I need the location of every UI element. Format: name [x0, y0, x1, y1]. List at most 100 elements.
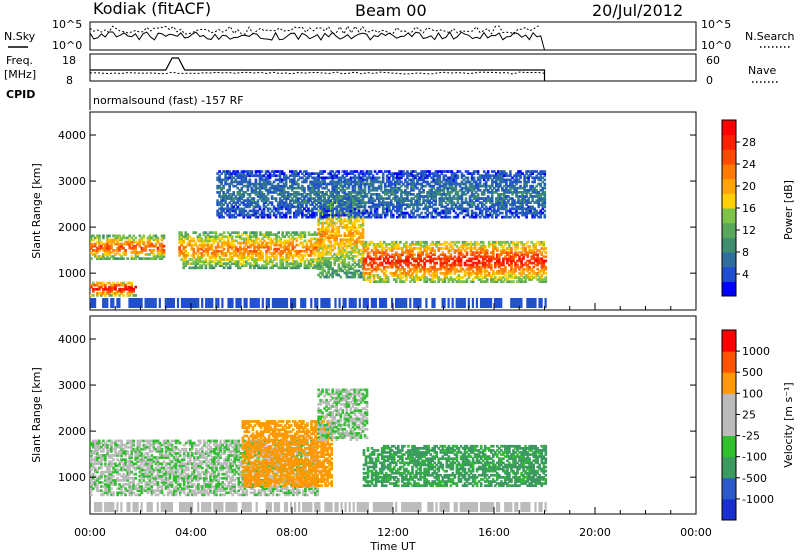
- echo-cell: [367, 186, 371, 190]
- echo-cell: [307, 245, 311, 249]
- echo-cell: [289, 186, 292, 190]
- echo-cell: [241, 258, 244, 261]
- echo-cell: [407, 265, 410, 269]
- echo-cell: [445, 257, 449, 261]
- echo-cell: [92, 290, 95, 293]
- echo-cell: [477, 255, 481, 259]
- echo-cell: [260, 191, 264, 194]
- echo-cell: [250, 197, 254, 200]
- echo-cell: [343, 180, 347, 184]
- echo-cell: [216, 245, 220, 249]
- echo-cell: [512, 280, 515, 283]
- echo-cell: [240, 211, 244, 215]
- echo-cell: [190, 245, 194, 249]
- echo-cell: [335, 170, 338, 173]
- echo-cell: [160, 257, 164, 260]
- echo-cell: [464, 199, 468, 202]
- echo-cell: [456, 213, 460, 217]
- echo-cell: [305, 172, 308, 175]
- echo-cell: [152, 249, 156, 252]
- echo-cell: [214, 258, 218, 261]
- echo-cell: [138, 234, 142, 238]
- echo-cell: [116, 292, 119, 295]
- echo-cell: [478, 209, 482, 213]
- echo-cell: [327, 240, 330, 244]
- echo-cell: [204, 237, 208, 241]
- echo-cell: [349, 240, 353, 244]
- echo-cell: [427, 267, 430, 271]
- echo-cell: [468, 186, 472, 190]
- echo-cell: [132, 246, 135, 250]
- echo-cell: [246, 193, 250, 196]
- echo-cell: [309, 186, 312, 190]
- echo-cell: [287, 262, 291, 265]
- echo-cell: [353, 203, 357, 207]
- echo-cell: [305, 258, 309, 261]
- echo-cell: [349, 170, 353, 173]
- echo-cell: [258, 213, 262, 217]
- echo-cell: [287, 211, 290, 215]
- echo-cell: [341, 195, 345, 198]
- echo-cell: [429, 278, 432, 281]
- echo-cell: [422, 207, 425, 211]
- echo-cell: [482, 184, 486, 188]
- echo-cell: [216, 209, 219, 213]
- echo-cell: [391, 265, 394, 269]
- echo-cell: [441, 247, 445, 250]
- echo-cell: [198, 258, 202, 261]
- echo-cell: [473, 261, 477, 265]
- echo-cell: [260, 209, 264, 213]
- echo-cell: [449, 245, 453, 248]
- echo-cell: [396, 203, 399, 207]
- echo-cell: [444, 209, 448, 213]
- echo-cell: [388, 205, 391, 209]
- echo-cell: [345, 271, 349, 275]
- echo-cell: [112, 238, 115, 242]
- echo-cell: [345, 170, 349, 173]
- echo-cell: [327, 215, 330, 219]
- echo-cell: [208, 258, 212, 261]
- echo-cell: [293, 199, 296, 202]
- echo-cell: [218, 186, 221, 190]
- echo-cell: [471, 243, 475, 246]
- echo-cell: [418, 215, 421, 219]
- echo-cell: [266, 199, 270, 202]
- echo-cell: [374, 253, 378, 257]
- echo-cell: [347, 232, 351, 235]
- echo-cell: [376, 280, 380, 283]
- echo-cell: [385, 180, 389, 184]
- echo-cell: [530, 251, 533, 254]
- echo-cell: [327, 246, 330, 250]
- echo-cell: [282, 174, 286, 178]
- echo-cell: [384, 269, 388, 273]
- echo-cell: [414, 174, 417, 178]
- echo-cell: [528, 267, 531, 271]
- echo-cell: [461, 255, 465, 259]
- echo-cell: [220, 186, 223, 190]
- echo-cell: [234, 209, 237, 213]
- echo-cell: [464, 201, 468, 204]
- echo-cell: [323, 263, 326, 266]
- echo-cell: [452, 188, 456, 192]
- echo-cell: [396, 205, 399, 209]
- echo-cell: [449, 272, 453, 275]
- echo-cell: [345, 219, 349, 223]
- echo-cell: [331, 170, 334, 173]
- echo-cell: [331, 186, 334, 190]
- echo-cell: [339, 221, 343, 225]
- echo-cell: [266, 182, 270, 186]
- echo-cell: [436, 188, 439, 192]
- echo-cell: [343, 261, 347, 264]
- echo-cell: [299, 241, 303, 245]
- echo-cell: [275, 247, 278, 251]
- echo-cell: [270, 195, 274, 198]
- echo-cell: [442, 176, 446, 180]
- echo-cell: [421, 276, 424, 279]
- echo-cell: [412, 184, 415, 188]
- echo-cell: [192, 249, 196, 253]
- echo-cell: [291, 239, 295, 243]
- echo-cell: [297, 264, 301, 268]
- echo-cell: [465, 243, 469, 246]
- echo-cell: [434, 201, 437, 204]
- echo-cell: [375, 215, 379, 219]
